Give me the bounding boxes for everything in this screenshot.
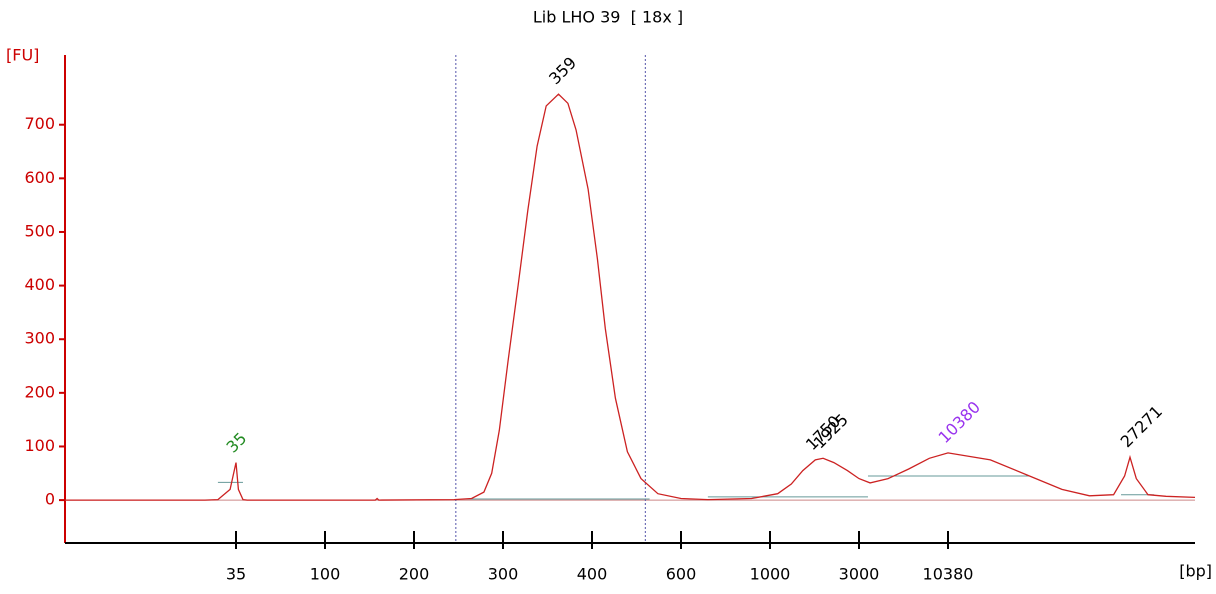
x-tick-label: 35 [226,565,246,584]
peak-label: 27271 [1117,402,1166,451]
x-tick-label: 600 [666,565,697,584]
x-tick-label: 300 [488,565,519,584]
y-tick-label: 300 [24,329,55,348]
peak-label: 35 [223,429,251,457]
x-tick-label: 200 [399,565,430,584]
x-tick-label: 100 [310,565,341,584]
y-tick-label: 400 [24,275,55,294]
y-tick-label: 700 [24,114,55,133]
x-tick-label: 1000 [750,565,791,584]
peak-label: 359 [545,53,580,88]
y-tick-label: 0 [45,490,55,509]
y-axis-label: [FU] [6,46,39,65]
chart-title: Lib LHO 39 [ 18x ] [533,8,683,27]
y-tick-label: 100 [24,436,55,455]
x-tick-label: 3000 [839,565,880,584]
y-tick-label: 200 [24,382,55,401]
x-tick-label: 400 [577,565,608,584]
y-tick-label: 500 [24,221,55,240]
y-tick-label: 600 [24,168,55,187]
peak-label: 1925 [810,410,852,452]
peak-label: 10380 [935,397,984,446]
x-axis-label: [bp] [1179,562,1212,581]
x-tick-label: 10380 [923,565,974,584]
trace [65,93,1196,501]
